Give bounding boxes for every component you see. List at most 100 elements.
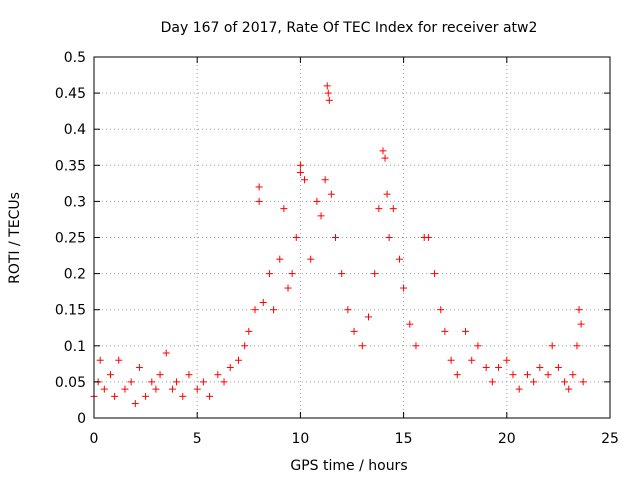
axis-ticks: 0 0.05 0.1 0.15 0.2 0.25 0.3 0.35 0.4 0.45 0.5 0 5 10… [55,50,619,447]
y-tick-label: 0 [77,411,86,427]
data-point [385,234,393,241]
data-point [515,385,523,393]
data-point [162,349,170,357]
data-point [220,378,228,386]
y-tick-label: 0.15 [55,303,86,319]
data-point [96,356,104,364]
data-point [179,392,187,400]
x-axis-label: GPS time / hours [290,458,407,474]
data-point [292,234,300,241]
data-point [474,342,482,350]
data-point [185,371,193,379]
data-point [565,385,573,393]
data-point [327,190,335,198]
y-tick-label: 0.25 [55,231,86,247]
data-point [276,255,284,263]
data-point [389,205,397,213]
data-point [284,284,292,292]
data-point [214,371,222,379]
y-tick-label: 0.5 [64,50,86,66]
data-point [375,205,383,213]
data-point [358,342,366,350]
data-point [121,385,129,393]
y-tick-label: 0.45 [55,86,86,102]
chart-title: Day 167 of 2017, Rate Of TEC Index for r… [161,20,538,36]
data-point [107,371,115,379]
data-point [406,320,414,328]
data-point [241,342,249,350]
data-point [111,392,119,400]
data-point [569,371,577,379]
data-point [245,327,253,335]
data-point [251,306,259,314]
y-axis-label: ROTI / TECUs [7,192,23,284]
x-tick-label: 10 [291,431,309,447]
grid-lines [94,57,610,418]
data-point [530,378,538,386]
data-point [127,378,135,386]
data-point [383,190,391,198]
data-point [548,342,556,350]
data-point [462,327,470,335]
data-point [317,212,325,220]
data-point [142,392,150,400]
plot-frame [93,56,611,419]
data-point [313,197,321,205]
data-point [131,400,139,408]
data-point [338,270,346,278]
y-tick-label: 0.2 [64,267,86,283]
data-point [561,378,569,386]
data-point [234,356,242,364]
data-point [495,363,503,371]
data-point [400,284,408,292]
data-point [288,270,296,278]
data-point [575,306,583,314]
data-point [544,371,552,379]
data-point [323,82,331,90]
data-point [331,234,339,241]
data-points [90,82,587,408]
data-point [199,378,207,386]
data-point [265,270,273,278]
data-point [296,169,304,177]
data-point [280,205,288,213]
data-point [259,298,267,306]
data-point [321,176,329,184]
data-point [503,356,511,364]
y-tick-label: 0.05 [55,375,86,391]
data-point [325,96,333,104]
data-point [255,183,263,191]
data-point [156,371,164,379]
data-point [488,378,496,386]
x-tick-label: 20 [498,431,516,447]
data-point [301,176,309,184]
x-tick-label: 25 [601,431,619,447]
x-tick-label: 15 [395,431,413,447]
data-point [371,270,379,278]
y-tick-label: 0.4 [64,122,86,138]
data-point [395,255,403,263]
data-point [296,161,304,169]
data-point [482,363,490,371]
data-point [424,234,432,241]
data-point [573,342,581,350]
data-point [379,147,387,155]
data-point [509,371,517,379]
data-point [431,270,439,278]
data-point [206,392,214,400]
data-point [536,363,544,371]
data-point [412,342,420,350]
data-point [270,306,278,314]
data-point [365,313,373,321]
data-point [577,320,585,328]
data-point [148,378,156,386]
x-tick-label: 5 [193,431,202,447]
data-point [115,356,123,364]
data-point [579,378,587,386]
data-point [350,327,358,335]
data-point [135,363,143,371]
data-point [255,197,263,205]
data-point [441,327,449,335]
data-point [468,356,476,364]
